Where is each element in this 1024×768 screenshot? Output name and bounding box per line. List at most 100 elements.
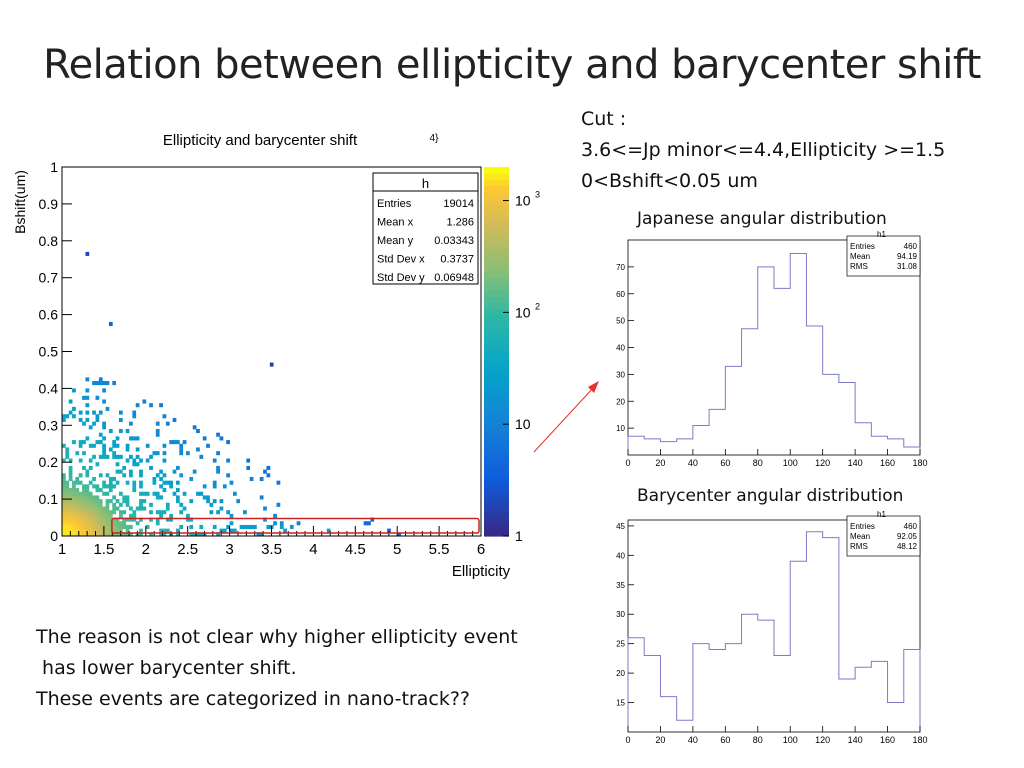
heatmap-cell [78,440,83,445]
heatmap-cell [118,528,123,533]
japanese-hist-x-tick-label: 160 [880,458,895,468]
heatmap-cell [78,491,83,496]
heatmap-cell [65,499,70,504]
heatmap-cell [98,381,103,386]
heatmap-cell [65,451,70,456]
barycenter-hist-y-tick-label: 40 [616,551,625,560]
heatmap-cell [152,480,157,485]
heatmap-cell [112,502,117,507]
heatmap-cell [122,499,127,504]
heatmap-cell [112,476,117,482]
heatmap-cell [98,499,103,504]
heatmap-stats-name: h [422,176,429,191]
japanese-hist-stats-label: RMS [850,262,868,271]
cut-line: Cut : [581,108,627,130]
heatmap-cell [85,417,90,423]
barycenter-hist-stats-label: RMS [850,542,868,551]
color-bar-segment [484,382,509,389]
heatmap-cell [122,517,127,522]
heatmap-cell [85,251,90,256]
heatmap-cell [219,499,224,504]
color-bar-segment [484,240,509,248]
heatmap-cell [145,443,150,448]
heatmap-cell [95,521,100,526]
heatmap-cell [125,528,130,533]
heatmap-cell [162,510,167,515]
heatmap-cell [139,506,143,511]
heatmap-cell [212,484,217,489]
color-bar-segment [484,363,509,371]
heatmap-cell [162,458,167,463]
heatmap-cell [222,528,227,533]
japanese-hist-x-tick-label: 40 [688,458,698,468]
heatmap-cell [139,502,143,507]
heatmap-cell [209,502,214,507]
heatmap-cell [159,403,163,408]
heatmap-cell [179,502,184,507]
color-bar-segment [484,283,509,291]
heatmap-cell [65,528,70,533]
japanese-hist-stats-box [846,235,921,277]
color-bar-segment [484,486,509,494]
heatmap-y-tick-label: 0.2 [39,454,59,470]
heatmap-stats-label: Std Dev x [377,254,425,266]
heatmap-cell [118,469,123,474]
heatmap-cell [122,521,127,526]
heatmap-cell [145,491,150,496]
heatmap-cell [115,454,120,459]
heatmap-cell [68,517,73,522]
heatmap-cell [139,473,143,478]
heatmap-cell [122,465,127,470]
heatmap-cell [78,499,83,504]
heatmap-cell [259,495,264,500]
heatmap-x-tick-label: 3 [225,541,233,558]
heatmap-cell [279,524,284,530]
heatmap-cell [189,476,194,482]
heatmap-cell [82,524,86,530]
heatmap-cell [155,517,160,522]
heatmap-cell [112,532,117,537]
heatmap-cell [102,454,106,459]
heatmap-cell [95,414,100,419]
heatmap-cell [72,510,76,515]
heatmap-cell [112,451,117,456]
heatmap-title: Ellipticity and barycenter shift [163,132,358,149]
heatmap-cell [165,517,170,522]
heatmap-cell [206,499,210,504]
heatmap-cell [135,462,140,467]
heatmap-cell [105,473,110,478]
heatmap-y-tick-label: 0.1 [39,491,59,507]
barycenter-hist-stats-box [846,515,921,557]
heatmap-cell [68,473,73,478]
heatmap-cell [162,528,167,533]
heatmap-cell [112,443,117,448]
heatmap-cell [129,436,133,441]
heatmap-cell [206,443,210,448]
heatmap-cell [105,454,110,459]
heatmap-cell [92,513,96,518]
heatmap-cell [125,524,130,530]
color-bar-segment [484,351,509,359]
barycenter-hist-x-tick-label: 100 [783,735,798,745]
heatmap-cell [105,528,110,533]
heatmap-cell [115,462,120,467]
heatmap-cell [68,510,73,515]
heatmap-cell [95,510,100,515]
heatmap-cell [62,521,66,526]
heatmap-cell [132,480,137,485]
heatmap-cell [108,532,113,537]
heatmap-cell [78,521,83,526]
heatmap-cell [85,395,90,400]
heatmap-cell [62,488,66,493]
heatmap-cell [186,451,190,456]
heatmap-cell [165,502,170,507]
heatmap-cell [72,388,76,393]
heatmap-cell [92,502,96,507]
heatmap-cell [232,491,237,496]
heatmap-cell [229,528,234,533]
heatmap-cell [118,491,123,496]
heatmap-cell [92,517,96,522]
heatmap-cell [72,517,76,522]
japanese-hist-stats-value: 94.19 [897,252,918,261]
heatmap-cell [149,403,153,408]
